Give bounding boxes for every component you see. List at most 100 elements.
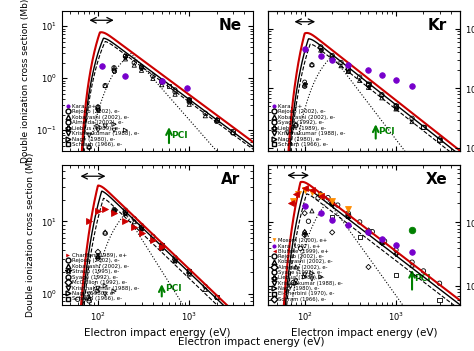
Point — [149, 237, 157, 242]
Point — [365, 264, 372, 270]
Point — [110, 207, 118, 212]
Point — [122, 73, 129, 79]
Point — [138, 65, 146, 71]
Point — [110, 208, 118, 214]
Point — [328, 217, 336, 223]
Point — [171, 89, 179, 94]
Point — [229, 310, 237, 316]
Point — [158, 242, 165, 248]
Point — [290, 280, 297, 285]
Point — [122, 207, 129, 213]
Point — [110, 288, 118, 294]
Point — [337, 60, 345, 65]
Point — [301, 79, 309, 85]
Point — [138, 67, 146, 73]
Point — [101, 83, 109, 88]
Point — [110, 65, 118, 71]
Point — [110, 65, 118, 71]
Point — [345, 62, 352, 67]
Point — [158, 245, 165, 251]
Point — [122, 209, 129, 215]
Point — [317, 44, 325, 50]
Point — [308, 187, 316, 193]
Point — [85, 294, 93, 300]
Point — [392, 251, 400, 257]
Point — [158, 244, 165, 250]
X-axis label: Electron impact energy (eV): Electron impact energy (eV) — [291, 328, 438, 338]
Point — [345, 207, 352, 212]
Point — [301, 274, 309, 280]
Point — [365, 230, 372, 236]
Point — [301, 230, 309, 236]
Point — [378, 240, 386, 246]
Point — [328, 53, 336, 58]
X-axis label: Electron impact energy (eV): Electron impact energy (eV) — [84, 328, 230, 338]
Point — [365, 229, 372, 234]
Point — [138, 226, 146, 231]
Point — [305, 218, 312, 224]
Point — [122, 53, 129, 59]
Point — [408, 262, 416, 268]
Point — [138, 65, 146, 71]
Point — [301, 185, 309, 191]
Point — [158, 242, 165, 248]
Point — [213, 116, 220, 122]
Point — [94, 106, 102, 112]
Point — [171, 87, 179, 93]
Point — [85, 296, 93, 302]
Point — [122, 54, 129, 60]
Point — [345, 210, 352, 216]
Point — [378, 93, 386, 98]
Point — [94, 255, 102, 261]
Point — [213, 117, 220, 123]
Point — [138, 225, 146, 231]
Point — [392, 242, 400, 247]
Point — [158, 78, 165, 84]
Point — [294, 191, 302, 197]
Point — [292, 191, 300, 197]
Point — [110, 208, 118, 214]
Point — [94, 104, 102, 110]
Point — [328, 202, 336, 208]
Point — [365, 67, 372, 73]
Point — [110, 127, 118, 133]
Point — [378, 72, 386, 77]
Point — [130, 60, 138, 66]
Point — [101, 229, 109, 235]
Point — [324, 195, 332, 200]
Point — [130, 219, 138, 224]
Point — [158, 79, 165, 85]
Point — [292, 121, 300, 127]
Point — [408, 228, 416, 233]
Point — [308, 276, 316, 282]
Point — [356, 74, 364, 80]
Point — [368, 229, 376, 234]
Point — [94, 253, 102, 258]
Text: Electron impact energy (eV): Electron impact energy (eV) — [178, 338, 325, 347]
Point — [392, 247, 400, 253]
Point — [138, 230, 146, 236]
Point — [345, 66, 352, 72]
Point — [365, 229, 372, 234]
Point — [185, 98, 193, 103]
Text: Ar: Ar — [220, 172, 240, 187]
Point — [314, 195, 322, 201]
Point — [85, 144, 93, 150]
Point — [436, 135, 443, 140]
Point — [436, 137, 443, 143]
Point — [101, 206, 109, 212]
Point — [328, 54, 336, 59]
Point — [365, 81, 372, 87]
Point — [101, 283, 109, 289]
Point — [158, 244, 165, 250]
Point — [356, 219, 364, 225]
Point — [201, 111, 209, 116]
Point — [122, 54, 129, 59]
Point — [345, 213, 352, 219]
Point — [345, 214, 352, 220]
Point — [122, 127, 129, 133]
Point — [110, 210, 118, 216]
Point — [392, 106, 400, 112]
Point — [171, 91, 179, 97]
Point — [281, 344, 288, 350]
